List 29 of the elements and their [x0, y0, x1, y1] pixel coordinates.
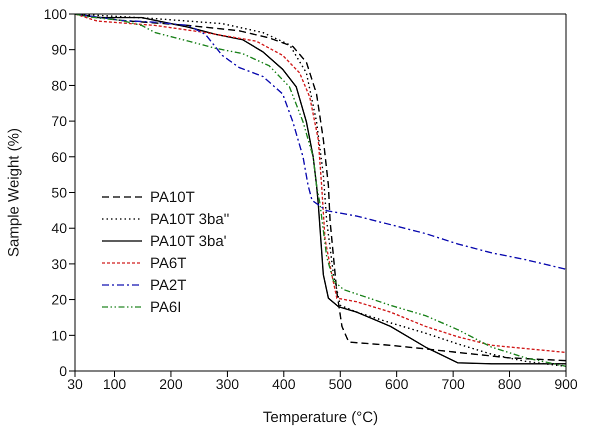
x-tick-label: 30: [67, 376, 83, 392]
legend-label: PA6T: [150, 254, 186, 272]
x-tick-label: 100: [102, 376, 126, 392]
x-tick-label: 800: [498, 376, 522, 392]
y-tick-label: 60: [51, 148, 68, 165]
x-tick-label: 700: [441, 376, 466, 392]
y-tick-label: 20: [51, 292, 68, 308]
y-tick-label: 50: [51, 184, 68, 200]
x-tick-label: 300: [216, 376, 240, 392]
y-tick-label: 80: [51, 77, 68, 94]
y-tick-label: 100: [44, 6, 68, 22]
x-axis-title: Temperature (°C): [262, 409, 378, 426]
x-tick-label: 400: [272, 376, 296, 392]
legend-label: PA10T: [150, 188, 195, 206]
y-tick-label: 0: [59, 362, 68, 379]
x-tick-label: 600: [385, 376, 409, 392]
y-tick-label: 30: [51, 256, 68, 272]
legend-label: PA10T 3ba': [150, 232, 227, 250]
legend-label: PA2T: [150, 276, 186, 294]
x-tick-label: 500: [328, 376, 352, 392]
y-tick-label: 70: [51, 113, 68, 130]
x-tick-label: 200: [159, 376, 183, 392]
legend-label: PA6I: [150, 298, 182, 316]
legend-label: PA10T 3ba'': [150, 210, 230, 228]
y-tick-label: 90: [51, 42, 68, 58]
y-axis-title: Sample Weight (%): [5, 128, 22, 257]
y-tick-label: 10: [51, 327, 68, 344]
x-tick-label: 900: [554, 376, 578, 392]
y-tick-label: 40: [51, 220, 68, 236]
